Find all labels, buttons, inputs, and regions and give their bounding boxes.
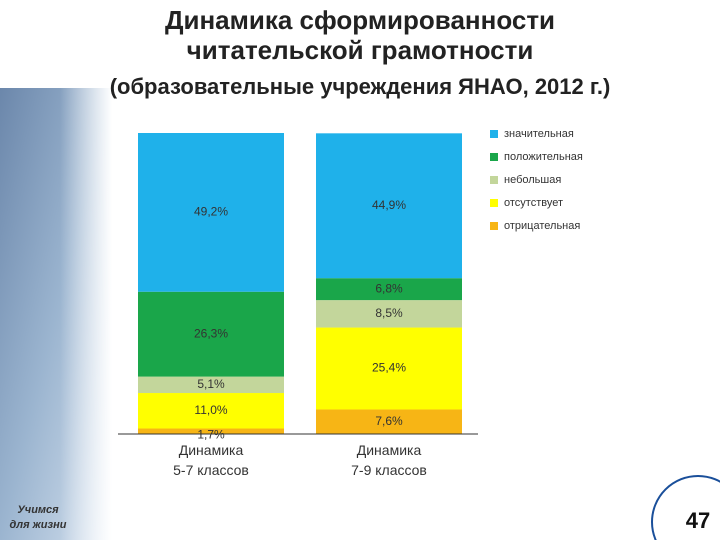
chart-subtitle: (образовательные учреждения ЯНАО, 2012 г… xyxy=(110,74,611,99)
value-label: 26,3% xyxy=(194,326,228,340)
bar-segment xyxy=(138,133,284,292)
side-fade xyxy=(60,88,112,540)
value-label: 25,4% xyxy=(372,361,406,375)
bar-segment xyxy=(138,291,284,377)
value-label: 6,8% xyxy=(375,281,403,295)
bar-segment xyxy=(138,428,284,434)
legend-swatch xyxy=(490,130,498,138)
value-label: 8,5% xyxy=(375,306,403,320)
legend-label: небольшая xyxy=(504,174,561,186)
legend-swatch xyxy=(490,176,498,184)
legend-swatch xyxy=(490,153,498,161)
value-label: 7,6% xyxy=(375,414,403,428)
bar-segment xyxy=(316,300,462,328)
bar-segment xyxy=(316,327,462,410)
value-label: 44,9% xyxy=(372,198,406,212)
x-tick-label: Динамика 7-9 классов xyxy=(351,442,427,478)
legend-label: положительная xyxy=(504,151,583,163)
legend-label: значительная xyxy=(504,128,574,140)
slide-number-badge xyxy=(651,475,720,545)
motto: Учимся для жизни xyxy=(10,504,67,531)
legend-label: отрицательная xyxy=(504,220,580,232)
slide-number: 47 xyxy=(686,508,710,533)
bar-segment xyxy=(316,133,462,279)
value-label: 49,2% xyxy=(194,205,228,219)
x-tick-label: Динамика 5-7 классов xyxy=(173,442,249,478)
bar-segment xyxy=(316,409,462,434)
chart-title: Динамика сформированности читательской гр… xyxy=(165,5,555,65)
value-label: 11,0% xyxy=(194,403,227,417)
value-label: 5,1% xyxy=(197,377,225,391)
bar-segment xyxy=(316,278,462,301)
bar-segment xyxy=(138,393,284,429)
bar-segment xyxy=(138,376,284,394)
legend-label: отсутствует xyxy=(504,197,563,209)
legend-swatch xyxy=(490,199,498,207)
legend-swatch xyxy=(490,222,498,230)
